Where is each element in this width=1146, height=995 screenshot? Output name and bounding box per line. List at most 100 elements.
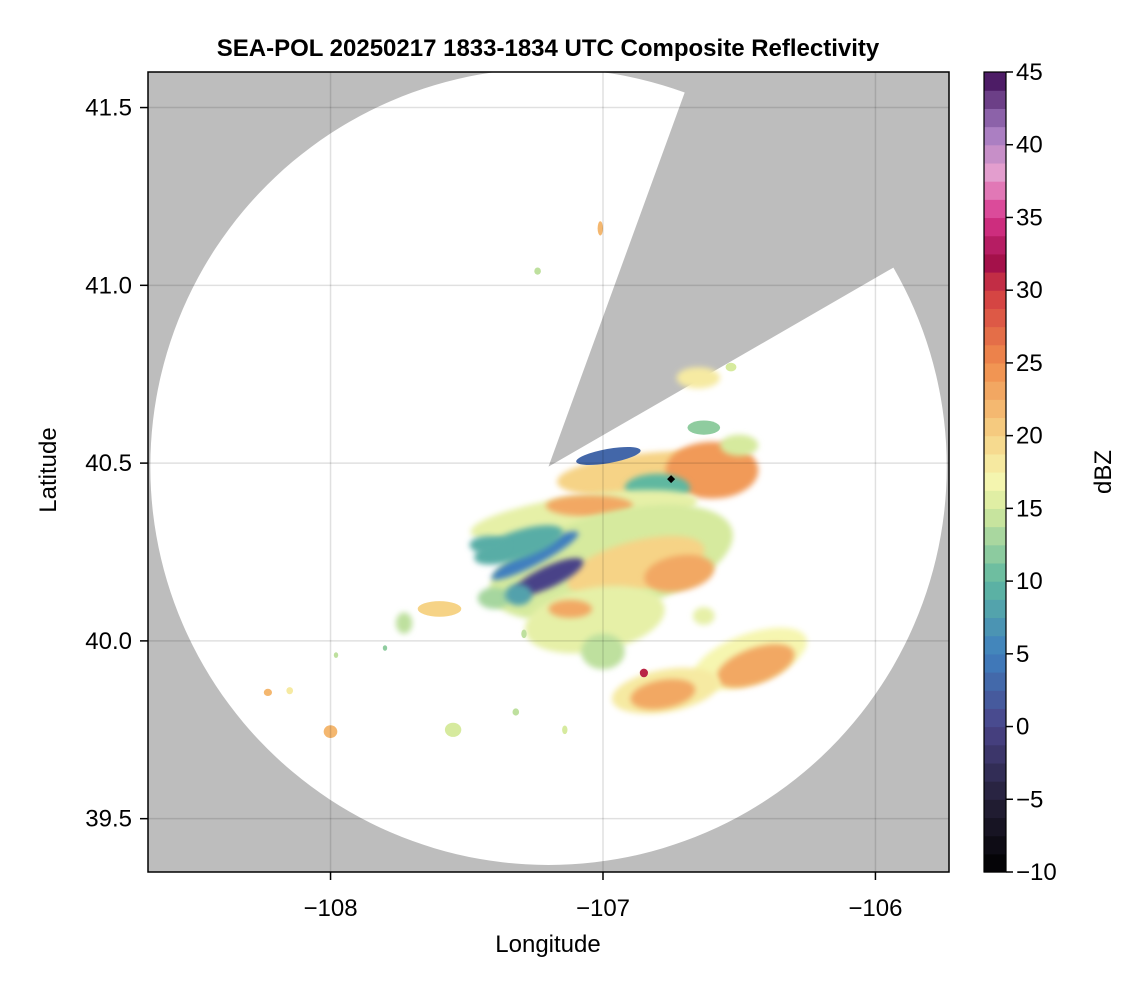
reflectivity-echo-layer	[263, 221, 808, 738]
echo-cell	[630, 679, 696, 710]
colorbar-segment	[984, 272, 1006, 291]
colorbar-segment	[984, 817, 1006, 837]
echo-cell	[534, 267, 541, 275]
plot-frame	[147, 71, 950, 873]
radar-site-marker	[667, 475, 676, 484]
colorbar-segment	[984, 144, 1006, 164]
colorbar-segment	[984, 235, 1006, 255]
echo-cell	[639, 668, 649, 678]
echo-cell	[562, 725, 568, 735]
colorbar-segment	[984, 453, 1006, 473]
colorbar-segment	[984, 799, 1006, 819]
colorbar-tick-label: 40	[1016, 132, 1043, 159]
colorbar-segment	[984, 744, 1006, 764]
colorbar-segment	[984, 690, 1006, 709]
echo-cell	[395, 612, 413, 634]
colorbar-tick-label: 0	[1016, 714, 1029, 741]
x-axis-label: Longitude	[495, 931, 600, 958]
colorbar-tick-label: 25	[1016, 350, 1043, 377]
echo-cell	[725, 362, 737, 372]
colorbar-segment	[984, 526, 1006, 546]
colorbar-segment	[984, 672, 1006, 691]
echo-cell	[692, 607, 715, 625]
y-axis-label: Latitude	[35, 427, 62, 512]
colorbar-tick-label: 5	[1016, 641, 1029, 668]
colorbar-segment	[984, 308, 1006, 328]
echo-cell	[644, 554, 715, 592]
colorbar-segment	[984, 126, 1006, 146]
colorbar-segment	[984, 635, 1006, 655]
grid-lines	[148, 72, 949, 872]
echo-cell	[474, 525, 563, 565]
colorbar-segment	[984, 362, 1006, 382]
y-tick-label: 40.0	[85, 628, 132, 655]
colorbar-segment	[984, 344, 1006, 364]
colorbar-segment	[984, 199, 1006, 219]
colorbar-label: dBZ	[1090, 450, 1117, 494]
colorbar-tick-label: 30	[1016, 277, 1043, 304]
colorbar-segment	[984, 835, 1006, 855]
echo-cell	[491, 531, 579, 580]
echo-cell	[444, 722, 462, 737]
echo-cell	[263, 688, 272, 697]
colorbar-segment	[984, 544, 1006, 564]
echo-cell	[521, 629, 527, 639]
y-axis: 39.5 40.0 40.5 41.0 41.5	[85, 95, 148, 833]
colorbar-segment	[984, 90, 1006, 109]
colorbar-segment	[984, 581, 1006, 600]
x-axis: −108 −107 −106	[304, 872, 902, 922]
echo-cell	[382, 645, 388, 651]
echo-cell	[720, 434, 759, 456]
colorbar-segment	[984, 762, 1006, 782]
y-tick-label: 40.5	[85, 450, 132, 477]
echo-cell	[545, 495, 634, 517]
colorbar-tick-label: 45	[1016, 59, 1043, 86]
colorbar: −10 −5 0 5 10 15 20 25 30 35 40 45	[983, 59, 1057, 886]
colorbar-tick-label: 20	[1016, 423, 1043, 450]
echo-cell	[286, 687, 294, 695]
colorbar-segment	[984, 290, 1006, 309]
echo-cell	[323, 725, 338, 738]
colorbar-segment	[984, 162, 1006, 182]
colorbar-segment	[984, 508, 1006, 528]
echo-cell	[676, 367, 721, 389]
colorbar-segment	[984, 217, 1006, 237]
echo-cell	[576, 446, 641, 466]
colorbar-tick-label: −10	[1016, 859, 1057, 886]
echo-cell	[581, 633, 625, 670]
echo-cell	[512, 708, 520, 716]
colorbar-tick-label: 35	[1016, 204, 1043, 231]
x-tick-label: −107	[576, 895, 630, 922]
colorbar-segment	[984, 417, 1006, 437]
echo-cell	[597, 221, 603, 236]
y-tick-label: 41.0	[85, 272, 132, 299]
echo-cell	[687, 420, 721, 435]
echo-cell	[504, 584, 533, 606]
colorbar-segment	[984, 108, 1006, 128]
colorbar-segment	[984, 399, 1006, 419]
colorbar-segment	[984, 562, 1006, 582]
colorbar-segment	[984, 181, 1006, 200]
colorbar-segment	[984, 435, 1006, 455]
y-tick-label: 41.5	[85, 95, 132, 122]
echo-cell	[477, 587, 511, 609]
colorbar-segment	[984, 617, 1006, 637]
colorbar-segment	[984, 472, 1006, 491]
colorbar-segment	[984, 253, 1006, 273]
colorbar-tick-label: −5	[1016, 786, 1043, 813]
colorbar-segment	[984, 381, 1006, 400]
colorbar-segment	[984, 726, 1006, 746]
colorbar-segment	[984, 708, 1006, 728]
colorbar-segment	[984, 781, 1006, 800]
x-tick-label: −108	[304, 895, 358, 922]
echo-cell	[716, 643, 795, 688]
colorbar-frame	[983, 71, 1007, 873]
echo-cell	[469, 536, 508, 554]
colorbar-tick-label: 10	[1016, 568, 1043, 595]
colorbar-segment	[984, 653, 1006, 673]
echo-cell	[548, 600, 593, 618]
echo-cell	[333, 652, 339, 658]
colorbar-segment	[984, 490, 1006, 509]
